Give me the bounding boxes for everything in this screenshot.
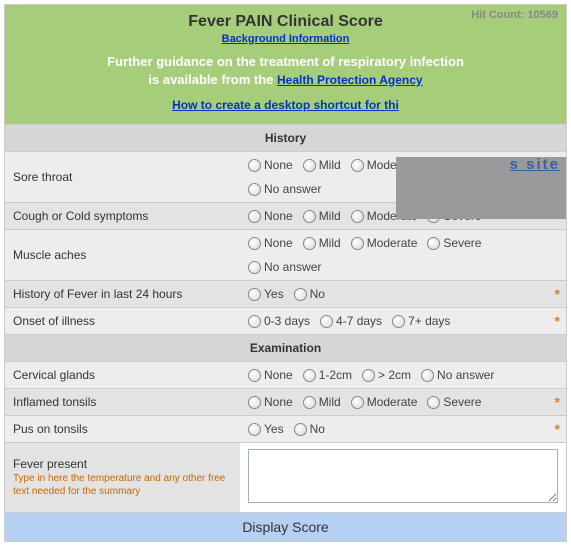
radio-onset-0-3[interactable]: 0-3 days bbox=[248, 314, 310, 328]
label-pus: Pus on tonsils bbox=[5, 416, 240, 443]
radio-cough-none[interactable]: None bbox=[248, 209, 293, 223]
radio-icon bbox=[303, 237, 316, 250]
radio-sore-throat-mild[interactable]: Mild bbox=[303, 158, 341, 172]
radio-icon bbox=[421, 369, 434, 382]
radio-icon bbox=[303, 396, 316, 409]
row-cervical: Cervical glands None 1-2cm > 2cm No answ… bbox=[5, 362, 566, 389]
radio-icon bbox=[303, 159, 316, 172]
radio-onset-7plus[interactable]: 7+ days bbox=[392, 314, 450, 328]
radio-cervical-noanswer[interactable]: No answer bbox=[421, 368, 494, 382]
section-history: History bbox=[5, 125, 566, 152]
radio-icon bbox=[303, 210, 316, 223]
fever-present-input[interactable] bbox=[248, 449, 558, 503]
options-muscle-aches: None Mild Moderate Severe No answer bbox=[248, 236, 558, 274]
radio-icon bbox=[351, 159, 364, 172]
radio-icon bbox=[248, 369, 261, 382]
options-inflamed-tonsils: None Mild Moderate Severe bbox=[248, 395, 558, 409]
row-fever-present: Fever present Type in here the temperatu… bbox=[5, 443, 566, 513]
radio-muscle-moderate[interactable]: Moderate bbox=[351, 236, 418, 250]
radio-icon bbox=[248, 183, 261, 196]
radio-cervical-1-2[interactable]: 1-2cm bbox=[303, 368, 352, 382]
radio-tonsils-moderate[interactable]: Moderate bbox=[351, 395, 418, 409]
label-cervical: Cervical glands bbox=[5, 362, 240, 389]
required-mark: * bbox=[555, 421, 560, 437]
radio-feverhist-no[interactable]: No bbox=[294, 287, 325, 301]
guidance-line2-prefix: is available from the bbox=[148, 72, 277, 87]
row-inflamed-tonsils: Inflamed tonsils None Mild Moderate Seve… bbox=[5, 389, 566, 416]
radio-cough-mild[interactable]: Mild bbox=[303, 209, 341, 223]
radio-pus-no[interactable]: No bbox=[294, 422, 325, 436]
label-inflamed-tonsils: Inflamed tonsils bbox=[5, 389, 240, 416]
overlay-text: s site bbox=[510, 156, 560, 173]
radio-icon bbox=[248, 288, 261, 301]
required-mark: * bbox=[555, 286, 560, 302]
radio-icon bbox=[392, 315, 405, 328]
shortcut-link[interactable]: How to create a desktop shortcut for thi bbox=[172, 98, 399, 112]
hpa-link[interactable]: Health Protection Agency bbox=[277, 73, 423, 87]
options-fever-history: Yes No bbox=[248, 287, 558, 301]
guidance-line1: Further guidance on the treatment of res… bbox=[107, 54, 464, 69]
radio-icon bbox=[427, 237, 440, 250]
radio-icon bbox=[294, 423, 307, 436]
radio-icon bbox=[303, 369, 316, 382]
options-pus: Yes No bbox=[248, 422, 558, 436]
radio-cervical-none[interactable]: None bbox=[248, 368, 293, 382]
radio-icon bbox=[351, 237, 364, 250]
radio-muscle-noanswer[interactable]: No answer bbox=[248, 260, 321, 274]
radio-icon bbox=[294, 288, 307, 301]
clinical-score-form: s site Hit Count: 10569 Fever PAIN Clini… bbox=[4, 4, 567, 542]
radio-tonsils-severe[interactable]: Severe bbox=[427, 395, 481, 409]
radio-icon bbox=[362, 369, 375, 382]
radio-icon bbox=[248, 210, 261, 223]
row-fever-history: History of Fever in last 24 hours Yes No… bbox=[5, 281, 566, 308]
row-onset: Onset of illness 0-3 days 4-7 days 7+ da… bbox=[5, 308, 566, 335]
radio-icon bbox=[351, 396, 364, 409]
radio-icon bbox=[248, 237, 261, 250]
radio-muscle-severe[interactable]: Severe bbox=[427, 236, 481, 250]
options-cervical: None 1-2cm > 2cm No answer bbox=[248, 368, 558, 382]
submit-row: Display Score bbox=[5, 513, 566, 542]
header: Hit Count: 10569 Fever PAIN Clinical Sco… bbox=[5, 5, 566, 124]
label-fever-history: History of Fever in last 24 hours bbox=[5, 281, 240, 308]
radio-icon bbox=[248, 315, 261, 328]
label-onset: Onset of illness bbox=[5, 308, 240, 335]
row-pus: Pus on tonsils Yes No * bbox=[5, 416, 566, 443]
label-cough-cold: Cough or Cold symptoms bbox=[5, 203, 240, 230]
guidance-text: Further guidance on the treatment of res… bbox=[13, 53, 558, 88]
radio-icon bbox=[248, 423, 261, 436]
radio-feverhist-yes[interactable]: Yes bbox=[248, 287, 284, 301]
radio-sore-throat-none[interactable]: None bbox=[248, 158, 293, 172]
radio-icon bbox=[427, 396, 440, 409]
background-info-link[interactable]: Background Information bbox=[222, 33, 350, 45]
radio-muscle-none[interactable]: None bbox=[248, 236, 293, 250]
radio-onset-4-7[interactable]: 4-7 days bbox=[320, 314, 382, 328]
required-mark: * bbox=[555, 394, 560, 410]
radio-icon bbox=[320, 315, 333, 328]
hint-fever-present: Type in here the temperature and any oth… bbox=[13, 473, 232, 498]
row-muscle-aches: Muscle aches None Mild Moderate Severe N… bbox=[5, 230, 566, 281]
radio-pus-yes[interactable]: Yes bbox=[248, 422, 284, 436]
radio-sore-throat-noanswer[interactable]: No answer bbox=[248, 182, 321, 196]
required-mark: * bbox=[555, 313, 560, 329]
section-examination: Examination bbox=[5, 335, 566, 362]
radio-icon bbox=[248, 261, 261, 274]
radio-tonsils-mild[interactable]: Mild bbox=[303, 395, 341, 409]
radio-icon bbox=[248, 396, 261, 409]
radio-muscle-mild[interactable]: Mild bbox=[303, 236, 341, 250]
radio-icon bbox=[248, 159, 261, 172]
label-sore-throat: Sore throat bbox=[5, 152, 240, 203]
hit-counter: Hit Count: 10569 bbox=[471, 9, 558, 21]
tooltip-overlay: s site bbox=[396, 157, 566, 219]
display-score-button[interactable]: Display Score bbox=[13, 519, 558, 535]
label-muscle-aches: Muscle aches bbox=[5, 230, 240, 281]
label-fever-present: Fever present Type in here the temperatu… bbox=[5, 443, 240, 513]
radio-cervical-gt2[interactable]: > 2cm bbox=[362, 368, 411, 382]
radio-icon bbox=[351, 210, 364, 223]
label-fever-present-text: Fever present bbox=[13, 457, 87, 471]
radio-tonsils-none[interactable]: None bbox=[248, 395, 293, 409]
options-onset: 0-3 days 4-7 days 7+ days bbox=[248, 314, 558, 328]
